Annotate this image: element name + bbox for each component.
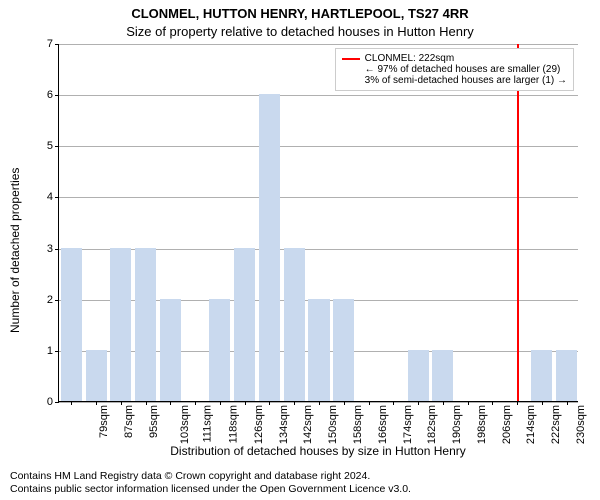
x-tick-mark xyxy=(369,401,370,405)
bar xyxy=(284,248,305,401)
bar xyxy=(61,248,82,401)
bar xyxy=(408,350,429,401)
x-tick-label: 230sqm xyxy=(575,405,587,444)
y-tick-mark xyxy=(55,249,59,250)
x-tick-label: 111sqm xyxy=(202,405,214,443)
x-tick-label: 118sqm xyxy=(228,405,240,443)
y-tick-label: 3 xyxy=(47,243,53,255)
chart-title: Size of property relative to detached ho… xyxy=(0,24,600,39)
bar xyxy=(308,299,329,401)
y-tick-label: 2 xyxy=(47,294,53,306)
bar xyxy=(135,248,156,401)
legend-line1: ← 97% of detached houses are smaller (29… xyxy=(365,64,561,75)
x-tick-mark xyxy=(517,401,518,405)
y-tick-label: 0 xyxy=(47,396,53,408)
x-tick-mark xyxy=(418,401,419,405)
y-tick-mark xyxy=(55,146,59,147)
x-tick-label: 206sqm xyxy=(501,405,513,444)
bar xyxy=(209,299,230,401)
y-axis-label: Number of detached properties xyxy=(8,0,22,500)
figure: CLONMEL, HUTTON HENRY, HARTLEPOOL, TS27 … xyxy=(0,0,600,500)
x-tick-mark xyxy=(393,401,394,405)
bar xyxy=(86,350,107,401)
x-tick-mark xyxy=(195,401,196,405)
bar xyxy=(432,350,453,401)
gridline xyxy=(59,146,578,147)
x-tick-label: 190sqm xyxy=(451,405,463,444)
y-tick-mark xyxy=(55,95,59,96)
legend-line2: 3% of semi-detached houses are larger (1… xyxy=(365,75,567,86)
x-tick-label: 158sqm xyxy=(352,405,364,444)
x-tick-mark xyxy=(344,401,345,405)
x-tick-label: 150sqm xyxy=(327,405,339,444)
x-tick-mark xyxy=(319,401,320,405)
x-tick-mark xyxy=(220,401,221,405)
footer-text: Contains HM Land Registry data © Crown c… xyxy=(10,470,590,496)
y-tick-mark xyxy=(55,402,59,403)
x-tick-mark xyxy=(542,401,543,405)
legend-title: CLONMEL: 222sqm xyxy=(365,53,454,64)
x-tick-mark xyxy=(492,401,493,405)
x-tick-label: 79sqm xyxy=(98,405,110,438)
footer-line1: Contains HM Land Registry data © Crown c… xyxy=(10,470,590,483)
y-tick-mark xyxy=(55,351,59,352)
y-tick-label: 1 xyxy=(47,345,53,357)
y-tick-mark xyxy=(55,300,59,301)
x-tick-label: 103sqm xyxy=(179,405,191,444)
bar xyxy=(531,350,552,401)
y-tick-mark xyxy=(55,197,59,198)
x-tick-mark xyxy=(71,401,72,405)
x-tick-label: 166sqm xyxy=(377,405,389,444)
bar xyxy=(556,350,577,401)
x-tick-label: 182sqm xyxy=(426,405,438,444)
bar xyxy=(160,299,181,401)
plot-area: CLONMEL: 222sqm ← 97% of detached houses… xyxy=(58,44,578,402)
footer-line2: Contains public sector information licen… xyxy=(10,483,590,496)
x-tick-mark xyxy=(443,401,444,405)
gridline xyxy=(59,95,578,96)
x-tick-label: 198sqm xyxy=(476,405,488,444)
x-tick-mark xyxy=(96,401,97,405)
y-tick-mark xyxy=(55,44,59,45)
x-tick-label: 222sqm xyxy=(550,405,562,444)
gridline xyxy=(59,197,578,198)
x-tick-label: 214sqm xyxy=(525,405,537,444)
x-tick-mark xyxy=(146,401,147,405)
suptitle: CLONMEL, HUTTON HENRY, HARTLEPOOL, TS27 … xyxy=(0,6,600,21)
x-tick-mark xyxy=(245,401,246,405)
y-tick-label: 5 xyxy=(47,140,53,152)
y-tick-label: 6 xyxy=(47,89,53,101)
y-tick-label: 7 xyxy=(47,38,53,50)
x-tick-label: 95sqm xyxy=(148,405,160,438)
x-tick-mark xyxy=(121,401,122,405)
bar xyxy=(333,299,354,401)
x-tick-mark xyxy=(294,401,295,405)
x-tick-label: 134sqm xyxy=(278,405,290,444)
marker-line xyxy=(517,44,519,401)
x-tick-mark xyxy=(170,401,171,405)
x-tick-label: 126sqm xyxy=(253,405,265,444)
bar xyxy=(259,94,280,401)
gridline xyxy=(59,44,578,45)
y-tick-label: 4 xyxy=(47,191,53,203)
x-tick-mark xyxy=(567,401,568,405)
x-tick-label: 142sqm xyxy=(303,405,315,444)
x-tick-mark xyxy=(468,401,469,405)
bar xyxy=(234,248,255,401)
legend-box: CLONMEL: 222sqm ← 97% of detached houses… xyxy=(335,48,574,91)
x-axis-label: Distribution of detached houses by size … xyxy=(58,444,578,458)
x-tick-label: 174sqm xyxy=(402,405,414,444)
x-tick-mark xyxy=(269,401,270,405)
x-tick-label: 87sqm xyxy=(123,405,135,438)
bar xyxy=(110,248,131,401)
legend-marker-line xyxy=(342,58,360,60)
